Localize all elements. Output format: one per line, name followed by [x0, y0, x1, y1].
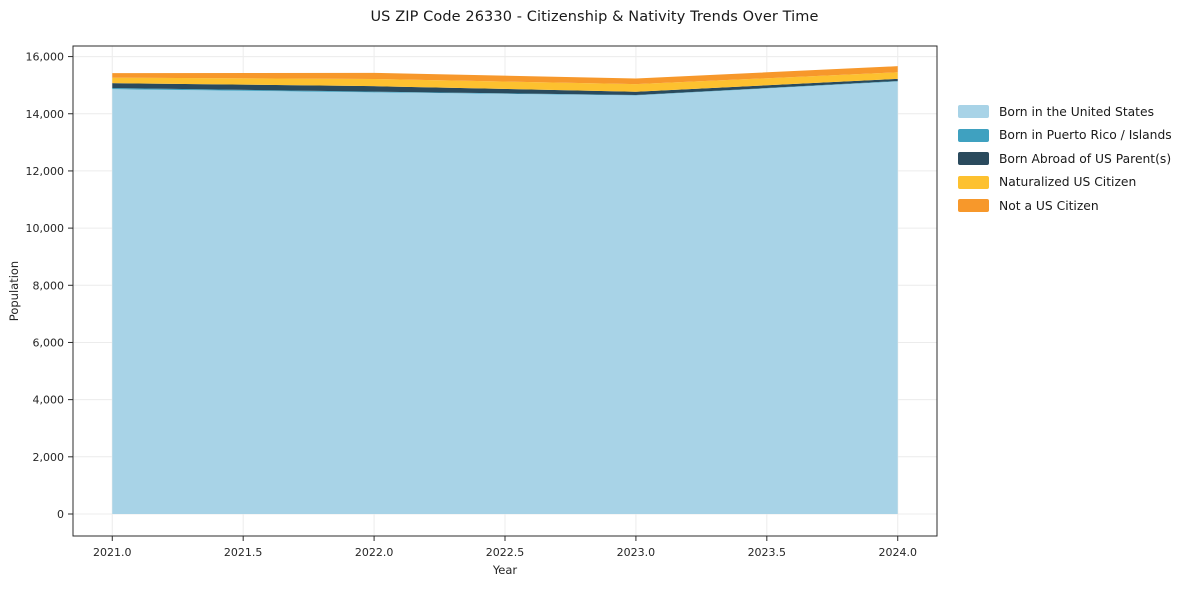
- y-tick-label: 16,000: [26, 51, 65, 64]
- stacked-areas: [112, 66, 898, 514]
- x-tick-label: 2021.0: [93, 546, 132, 559]
- x-tick-label: 2022.5: [486, 546, 525, 559]
- legend: Born in the United States Born in Puerto …: [958, 100, 1172, 218]
- area-not-a-us-citizen: [112, 66, 898, 85]
- legend-swatch-born-in-the-united-states: [958, 105, 989, 119]
- legend-item-born-abroad-of-us-parent-s: Born Abroad of US Parent(s): [958, 147, 1172, 171]
- x-tick-label: 2022.0: [355, 546, 394, 559]
- legend-item-born-in-the-united-states: Born in the United States: [958, 100, 1172, 124]
- legend-item-naturalized-us-citizen: Naturalized US Citizen: [958, 171, 1172, 195]
- legend-label-born-in-puerto-rico-islands: Born in Puerto Rico / Islands: [999, 128, 1172, 143]
- y-tick-label: 6,000: [33, 336, 65, 349]
- legend-label-born-in-the-united-states: Born in the United States: [999, 104, 1154, 119]
- y-tick-label: 4,000: [33, 394, 65, 407]
- legend-label-not-a-us-citizen: Not a US Citizen: [999, 198, 1099, 213]
- y-tick-label: 8,000: [33, 279, 65, 292]
- chart-title: US ZIP Code 26330 - Citizenship & Nativi…: [370, 9, 819, 25]
- x-tick-label: 2024.0: [878, 546, 917, 559]
- y-tick-label: 14,000: [26, 108, 65, 121]
- legend-item-not-a-us-citizen: Not a US Citizen: [958, 194, 1172, 218]
- legend-swatch-not-a-us-citizen: [958, 199, 989, 213]
- area-born-in-puerto-rico-islands: [112, 81, 898, 96]
- x-tick-label: 2023.0: [617, 546, 656, 559]
- x-tick-label: 2021.5: [224, 546, 263, 559]
- y-tick-label: 10,000: [26, 222, 65, 235]
- x-tick-label: 2023.5: [748, 546, 787, 559]
- area-born-in-the-united-states: [112, 81, 898, 514]
- legend-swatch-born-abroad-of-us-parent-s: [958, 152, 989, 166]
- area-naturalized-us-citizen: [112, 72, 898, 92]
- legend-label-naturalized-us-citizen: Naturalized US Citizen: [999, 175, 1137, 190]
- axis-ticks: 0 2,000 4,000 6,000 8,000 10,000 12,000 14,000 1…: [26, 51, 917, 559]
- y-tick-label: 0: [57, 508, 64, 521]
- x-axis-label: Year: [492, 563, 518, 577]
- legend-item-born-in-puerto-rico-islands: Born in Puerto Rico / Islands: [958, 124, 1172, 148]
- y-tick-label: 2,000: [33, 451, 65, 464]
- legend-swatch-born-in-puerto-rico-islands: [958, 128, 989, 142]
- legend-swatch-naturalized-us-citizen: [958, 175, 989, 189]
- area-born-abroad-of-us-parent-s: [112, 78, 898, 96]
- legend-label-born-abroad-of-us-parent-s: Born Abroad of US Parent(s): [999, 151, 1172, 166]
- y-tick-label: 12,000: [26, 165, 65, 178]
- y-axis-label: Population: [7, 261, 21, 321]
